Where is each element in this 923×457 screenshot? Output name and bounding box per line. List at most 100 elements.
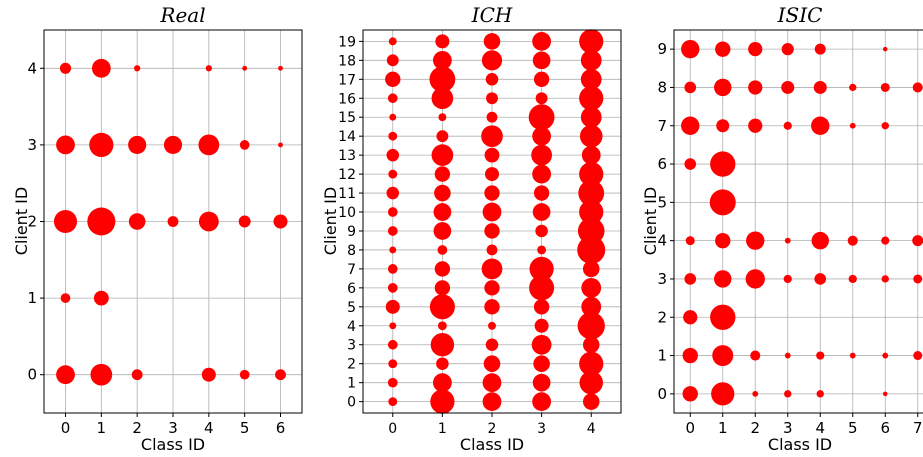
plot-frame [43, 29, 303, 414]
data-point [531, 144, 552, 166]
data-point [532, 164, 552, 184]
data-point [91, 58, 111, 78]
data-point [275, 369, 286, 381]
data-point [816, 390, 824, 398]
y-tick-label: 0 [347, 395, 356, 411]
data-point [811, 116, 830, 135]
data-point [814, 273, 827, 285]
data-point [783, 274, 792, 284]
data-point [579, 370, 603, 395]
data-point [389, 322, 397, 330]
data-point [387, 283, 398, 293]
data-point [198, 134, 220, 156]
data-point [387, 377, 398, 388]
data-point [577, 312, 605, 340]
data-point [388, 37, 397, 46]
y-tick-label: 1 [657, 347, 667, 365]
y-tick-label: 9 [347, 224, 356, 240]
data-point [531, 334, 552, 355]
data-point [537, 245, 547, 255]
y-axis-label: Client ID [12, 187, 31, 255]
panel-real: Real 0 1 2 3 4 5 6 0 1 2 3 4 Class ID Client ID [12, 3, 303, 454]
data-point [482, 373, 502, 393]
data-point [881, 236, 890, 245]
data-point [681, 116, 700, 135]
data-point [781, 80, 795, 94]
data-point [716, 119, 730, 133]
y-tick-label: 1 [27, 289, 37, 307]
data-point [163, 135, 183, 154]
x-tick-label: 3 [537, 421, 546, 437]
data-point [386, 148, 400, 162]
x-tick-label: 0 [685, 419, 695, 437]
data-point [238, 215, 251, 228]
data-point [913, 274, 923, 284]
y-tick-label: 12 [338, 167, 356, 183]
y-tick-label: 6 [347, 281, 356, 297]
data-point [581, 296, 602, 317]
data-point [912, 82, 923, 93]
y-tick-label: 2 [347, 357, 356, 373]
data-point [784, 237, 791, 244]
data-point [881, 122, 889, 130]
data-point [488, 321, 496, 330]
x-tick-label: 3 [783, 419, 793, 437]
data-point [434, 261, 451, 277]
y-tick-label: 19 [338, 34, 356, 50]
data-point [273, 214, 288, 229]
x-tick-label: 2 [488, 421, 497, 437]
data-point [712, 345, 734, 367]
data-point [745, 269, 765, 289]
y-tick-label: 14 [338, 129, 356, 145]
y-tick-label: 1 [347, 376, 356, 392]
panel-ich: ICH 0 1 2 3 4012345678910111213141516171819 … [321, 3, 622, 454]
data-point [486, 111, 498, 123]
y-tick-label: 5 [657, 193, 667, 211]
data-point [437, 245, 448, 255]
data-point [714, 78, 732, 97]
data-point [128, 135, 147, 154]
data-point [913, 351, 923, 361]
data-point [684, 81, 697, 94]
data-point [90, 363, 113, 386]
data-point [532, 31, 552, 51]
panel-title: Real [159, 3, 205, 27]
data-point [56, 365, 75, 385]
data-point [849, 352, 856, 359]
data-point [437, 321, 447, 331]
y-tick-label: 3 [27, 136, 37, 154]
data-point [93, 290, 109, 306]
data-point [387, 226, 398, 236]
y-tick-label: 15 [338, 110, 356, 126]
x-tick-label: 1 [97, 419, 107, 437]
x-tick-label: 5 [848, 419, 858, 437]
x-tick-label: 6 [880, 419, 890, 437]
panel-title: ISIC [777, 3, 823, 27]
y-axis-label: Client ID [641, 187, 660, 255]
data-point [432, 373, 452, 393]
data-point [816, 351, 825, 360]
data-point [239, 140, 250, 150]
x-axis-label: Class ID [141, 435, 205, 454]
data-point [431, 144, 454, 166]
x-axis-label: Class ID [768, 435, 832, 454]
data-point [581, 145, 601, 165]
data-point [387, 207, 398, 217]
data-point [388, 131, 398, 141]
data-point [486, 244, 498, 256]
data-point [389, 246, 397, 254]
x-tick-label: 7 [913, 419, 923, 437]
data-point [60, 293, 71, 303]
y-tick-label: 2 [27, 213, 37, 231]
data-point [128, 213, 146, 230]
y-tick-label: 0 [27, 366, 37, 384]
data-point [710, 151, 736, 177]
x-tick-label: 1 [718, 419, 728, 437]
data-point [580, 106, 602, 128]
data-point [438, 113, 447, 122]
x-tick-label: 4 [587, 421, 596, 437]
data-point [849, 83, 857, 92]
x-tick-label: 2 [132, 419, 142, 437]
x-tick-label: 4 [204, 419, 214, 437]
data-point [883, 391, 888, 397]
